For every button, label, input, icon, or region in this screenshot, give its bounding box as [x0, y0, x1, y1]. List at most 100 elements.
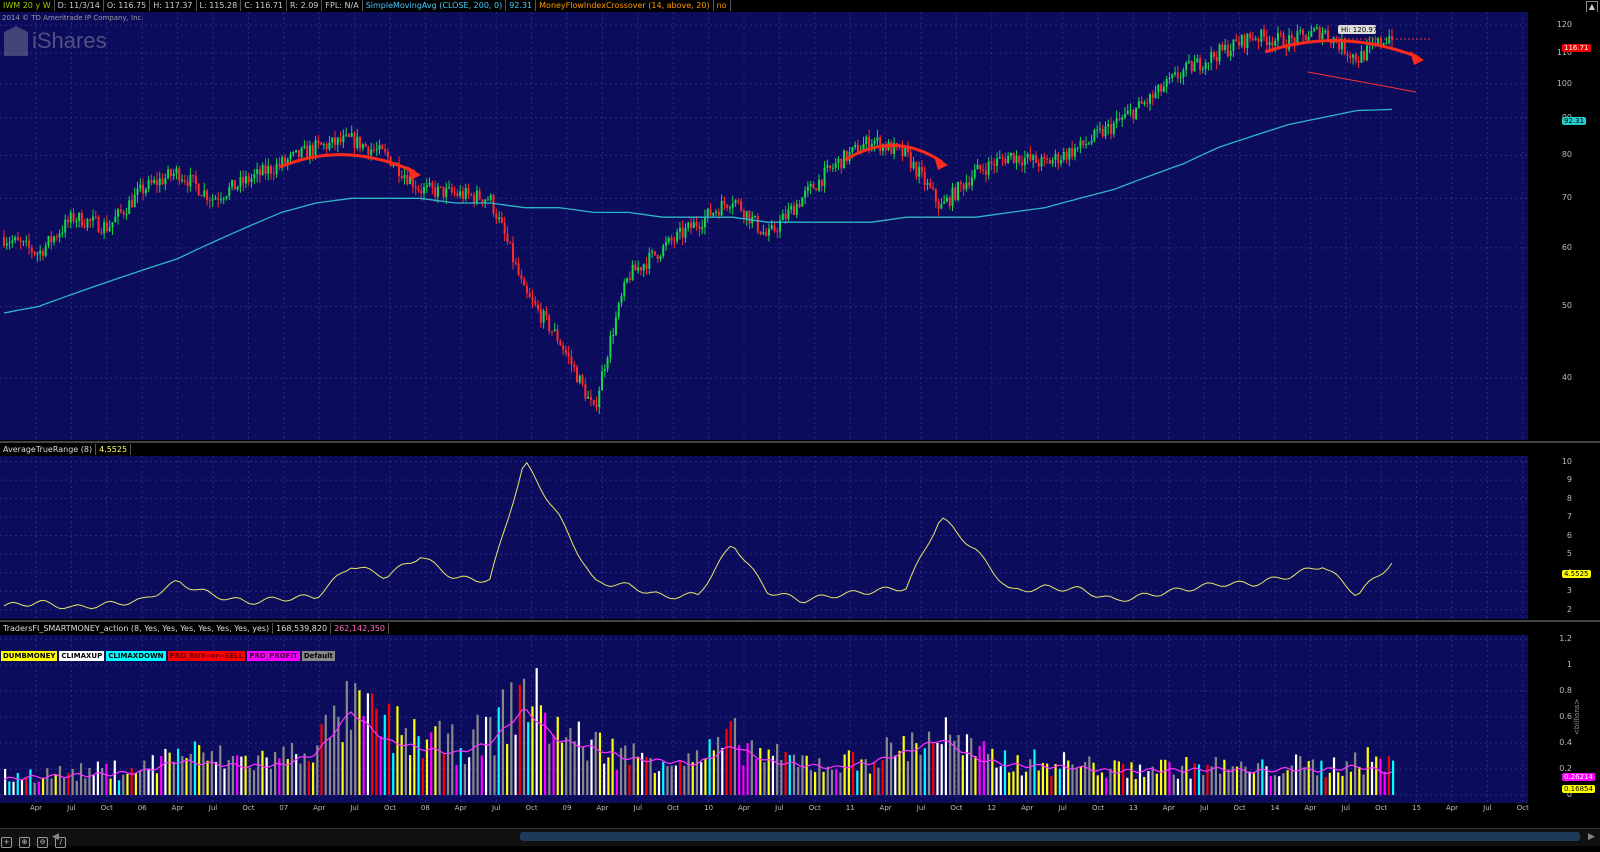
- candle-body: [1243, 34, 1246, 49]
- atr-study-label[interactable]: AverageTrueRange (8): [0, 444, 97, 455]
- symbol-label[interactable]: IWM 20 y W: [0, 0, 55, 11]
- candle-body: [1207, 62, 1210, 64]
- atr-axis-tick: 5: [1566, 549, 1572, 559]
- smartmoney-value-2: 262,142,350: [331, 623, 389, 634]
- volume-bar: [607, 757, 610, 795]
- time-axis-label: Apr: [1304, 804, 1317, 812]
- sma-study-label[interactable]: SimpleMovingAvg (CLOSE, 200, 0): [363, 0, 507, 11]
- candle-body: [1382, 43, 1385, 46]
- volume-bar: [700, 762, 703, 795]
- candle-body: [862, 144, 865, 151]
- candle-body: [617, 302, 620, 318]
- candle-body: [1313, 28, 1316, 31]
- volume-bar: [1299, 756, 1302, 795]
- candle-body: [253, 174, 256, 179]
- volume-bar: [1202, 775, 1205, 795]
- candle-body: [361, 144, 364, 149]
- volume-bar: [29, 769, 32, 795]
- volume-bar: [809, 770, 812, 795]
- candle-body: [973, 169, 976, 178]
- candle-body: [559, 341, 562, 346]
- candle-body: [400, 176, 403, 179]
- candle-body: [542, 311, 545, 323]
- candle-body: [951, 187, 954, 206]
- volume-bar: [50, 778, 53, 795]
- price-panel[interactable]: Hi: 120.97 2014 © TD Ameritrade IP Compa…: [0, 12, 1528, 440]
- volume-bar: [1121, 763, 1125, 795]
- candle-body: [937, 201, 940, 209]
- candle-body: [1310, 30, 1313, 37]
- volume-bar: [679, 760, 682, 795]
- candle-body: [1254, 38, 1257, 40]
- smartmoney-study-label[interactable]: TradersFI_SMARTMONEY_action (8, Yes, Yes…: [0, 623, 274, 634]
- candle-body: [1040, 156, 1043, 167]
- volume-bar: [750, 740, 753, 795]
- volume-bar: [88, 767, 91, 795]
- smartmoney-value-1: 168,539,820: [273, 623, 332, 634]
- candle-body: [64, 219, 67, 233]
- candle-body: [598, 390, 601, 408]
- volume-bar: [404, 728, 407, 795]
- candle-body: [943, 201, 946, 204]
- candle-body: [111, 222, 114, 228]
- candle-body: [1263, 29, 1266, 37]
- volume-bar: [413, 719, 416, 795]
- candle-body: [945, 197, 948, 202]
- candle-body: [1338, 42, 1341, 50]
- volume-bar: [316, 745, 319, 795]
- volume-bar: [1383, 771, 1386, 795]
- candle-body: [1149, 94, 1152, 104]
- candle-body: [570, 356, 573, 365]
- atr-axis[interactable]: 1098765432: [1528, 456, 1600, 619]
- candle-body: [292, 152, 295, 155]
- scroll-bar[interactable]: + ⊕ ⊖ / ◀ ▶: [0, 828, 1600, 848]
- volume-bar: [1316, 775, 1319, 795]
- atr-panel[interactable]: [0, 456, 1528, 619]
- candle-body: [870, 143, 873, 149]
- atr-axis-tick: 6: [1566, 530, 1572, 540]
- volume-bar: [1143, 776, 1146, 795]
- volume-bar: [915, 743, 918, 795]
- candle-body: [208, 200, 211, 202]
- time-axis-label: 06: [137, 804, 147, 812]
- scroll-thumb[interactable]: [520, 832, 1580, 841]
- volume-bar: [641, 752, 644, 795]
- zoom-in-icon[interactable]: ⊕: [19, 837, 31, 848]
- time-axis[interactable]: Apr Jul Oct 06 Apr Jul Oct 07 Apr Jul Oct 08 Apr Jul O…: [0, 804, 1529, 826]
- volume-bar: [392, 753, 395, 795]
- candle-body: [1007, 155, 1010, 164]
- volume-bar: [67, 773, 70, 795]
- candle-body: [133, 194, 136, 207]
- candle-body: [192, 174, 195, 177]
- candle-body: [1162, 86, 1165, 92]
- candle-body: [929, 182, 932, 188]
- panel-divider[interactable]: [0, 441, 1600, 443]
- pan-icon[interactable]: +: [1, 837, 12, 848]
- scroll-left-icon[interactable]: ◀: [52, 832, 59, 842]
- zoom-out-icon[interactable]: ⊖: [37, 837, 49, 848]
- volume-bar: [143, 760, 146, 795]
- volume-bar: [573, 741, 576, 795]
- candle-body: [1377, 38, 1380, 44]
- volume-bar: [527, 722, 530, 795]
- mfi-study-label[interactable]: MoneyFlowIndexCrossover (14, above, 20): [536, 0, 714, 11]
- panel-divider[interactable]: [0, 620, 1600, 622]
- candle-body: [1090, 140, 1093, 144]
- candle-body: [1391, 36, 1393, 40]
- candle-body: [183, 180, 186, 182]
- candle-body: [993, 163, 996, 166]
- candle-body: [475, 190, 478, 203]
- smartmoney-panel[interactable]: [0, 635, 1528, 803]
- candle-body: [1129, 109, 1132, 112]
- time-axis-label: Jul: [1199, 804, 1209, 812]
- candle-body: [456, 193, 459, 196]
- volume-bar: [953, 740, 956, 795]
- candle-body: [1048, 159, 1051, 164]
- price-axis[interactable]: 120110100908070605040: [1528, 12, 1600, 440]
- sma-line: [3, 108, 1393, 314]
- scroll-right-icon[interactable]: ▶: [1588, 832, 1595, 842]
- volume-bar: [1294, 754, 1298, 795]
- volume-bar: [628, 764, 631, 795]
- volume-bar: [1088, 756, 1091, 795]
- candle-body: [370, 149, 373, 155]
